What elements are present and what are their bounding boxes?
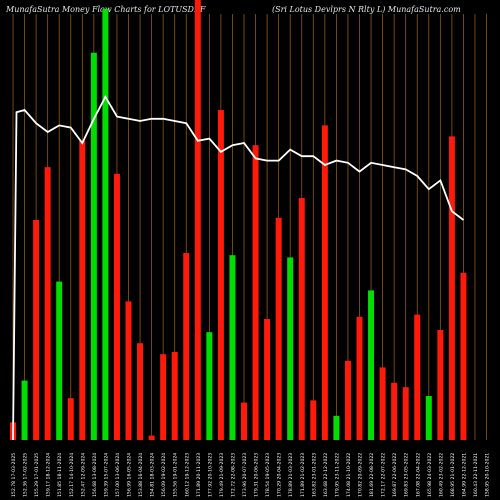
- money-flow-bar: [333, 415, 340, 440]
- money-flow-bar: [148, 435, 155, 440]
- x-tick-label: 160.49 23-02-2022: [438, 453, 444, 497]
- money-flow-bar: [379, 367, 386, 440]
- x-tick-label: 177.92 20-10-2023: [207, 453, 213, 497]
- money-flow-bar: [252, 145, 259, 440]
- x-tick-label: 151.85 18-11-2024: [57, 453, 63, 497]
- x-tick-label: 154.81 18-03-2024: [150, 453, 156, 497]
- x-tick-label: 165.98 24-03-2022: [427, 453, 433, 497]
- money-flow-bar: [287, 257, 294, 440]
- x-tick-label: 178.54 19-05-2023: [265, 453, 271, 497]
- x-tick-label: 172.17 22-07-2022: [381, 453, 387, 497]
- money-flow-bar: [206, 332, 213, 440]
- x-tick-label: 155.56 19-01-2024: [173, 453, 179, 497]
- money-flow-bar: [183, 253, 190, 440]
- money-flow-bar: [125, 301, 132, 440]
- x-tick-label: 169.83 23-05-2022: [404, 453, 410, 497]
- money-flow-bar: [171, 352, 178, 440]
- x-tick-label: 181.69 22-08-2022: [369, 453, 375, 497]
- price-line-layer: [12, 94, 465, 441]
- x-tick-label: 179.31 20-06-2023: [254, 453, 260, 497]
- x-tick-label: 152.78 17-03-2025: [11, 453, 17, 497]
- money-flow-bar: [368, 290, 375, 440]
- money-flow-bar: [344, 360, 351, 440]
- x-tick-label: 152.36 17-02-2025: [23, 453, 29, 497]
- x-tick-label: 173.96 20-07-2023: [242, 453, 248, 497]
- x-tick-label: 167.08 22-04-2022: [415, 453, 421, 497]
- x-tick-label: 159.17 18-12-2024: [46, 453, 52, 497]
- money-flow-bar: [33, 220, 40, 440]
- money-flow-bar: [264, 319, 271, 440]
- money-flow-bar: [67, 398, 74, 440]
- money-flow-bar: [137, 343, 144, 440]
- x-tick-label: 179.49 21-09-2023: [219, 453, 225, 497]
- x-tick-label: 171.89 21-02-2023: [300, 453, 306, 497]
- money-flow-bar: [437, 330, 444, 440]
- x-tick-label: 169.87 22-06-2022: [392, 453, 398, 497]
- money-flow-bar: [275, 217, 282, 440]
- x-tick-label: 179.95 23-11-2022: [334, 453, 340, 497]
- money-flow-bar: [44, 167, 51, 440]
- x-tick-label: 156.68 13-08-2024: [92, 453, 98, 497]
- money-flow-bar: [102, 8, 109, 441]
- x-tick-label: 164.99 22-12-2021: [461, 453, 467, 497]
- money-flow-bars: [10, 0, 467, 441]
- x-tick-label: 153.88 16-04-2024: [138, 453, 144, 497]
- x-tick-label: 163.82 23-01-2023: [311, 453, 317, 497]
- money-flow-bar: [21, 380, 28, 440]
- x-tick-label: 168.95 21-01-2022: [450, 453, 456, 497]
- x-tick-label: 156.99 16-05-2024: [127, 453, 133, 497]
- x-tick-label: 171.89 20-11-2023: [196, 453, 202, 497]
- money-flow-bar: [113, 173, 120, 441]
- x-tick-label: 178.89 21-03-2023: [288, 453, 294, 497]
- x-tick-label: 152.47 12-09-2024: [80, 453, 86, 497]
- money-flow-bar: [56, 281, 63, 440]
- money-flow-bar: [460, 272, 467, 440]
- money-flow-bar: [425, 396, 432, 440]
- money-flow-bar: [194, 0, 201, 440]
- x-tick-label: 163.68 22-12-2022: [323, 453, 329, 497]
- money-flow-bar: [321, 125, 328, 441]
- x-tick-label: 170.29 20-04-2023: [277, 453, 283, 497]
- money-flow-bar: [217, 110, 224, 440]
- x-tick-label: 159.39 15-07-2024: [103, 453, 109, 497]
- x-tick-label: 155.29 17-01-2025: [34, 453, 40, 497]
- x-tick-label: 160.43 22-11-2021: [473, 453, 479, 497]
- money-flow-bar: [448, 136, 455, 440]
- money-flow-bar: [298, 198, 305, 440]
- money-flow-bar: [402, 387, 409, 440]
- x-tick-label: 170.82 20-09-2022: [358, 453, 364, 497]
- price-line: [12, 94, 465, 441]
- money-flow-bar: [310, 400, 317, 440]
- x-tick-label: 174.08 21-10-2022: [346, 453, 352, 497]
- money-flow-bar: [241, 402, 247, 440]
- money-flow-bar: [391, 382, 398, 440]
- money-flow-bar: [229, 255, 236, 440]
- x-tick-label: 160.12 19-12-2023: [184, 453, 190, 497]
- money-flow-bar: [90, 52, 97, 441]
- x-tick-label: 152.17 14-10-2024: [69, 453, 75, 497]
- money-flow-bar: [160, 354, 167, 440]
- x-tick-label: 158.95 20-10-2021: [485, 453, 491, 497]
- money-flow-bar: [79, 140, 86, 441]
- x-axis-labels: 152.78 17-03-2025 152.36 17-02-2025 155.29…: [11, 453, 491, 497]
- x-tick-label: 156.09 19-02-2024: [161, 453, 167, 497]
- chart-title-right: (Sri Lotus Devlprs N Rlty L) MunafaSutra…: [272, 5, 461, 14]
- money-flow-bar: [414, 314, 421, 440]
- x-tick-label: 157.00 13-06-2024: [115, 453, 121, 497]
- x-tick-label: 172.72 22-08-2023: [230, 453, 236, 497]
- money-flow-bar: [356, 316, 363, 440]
